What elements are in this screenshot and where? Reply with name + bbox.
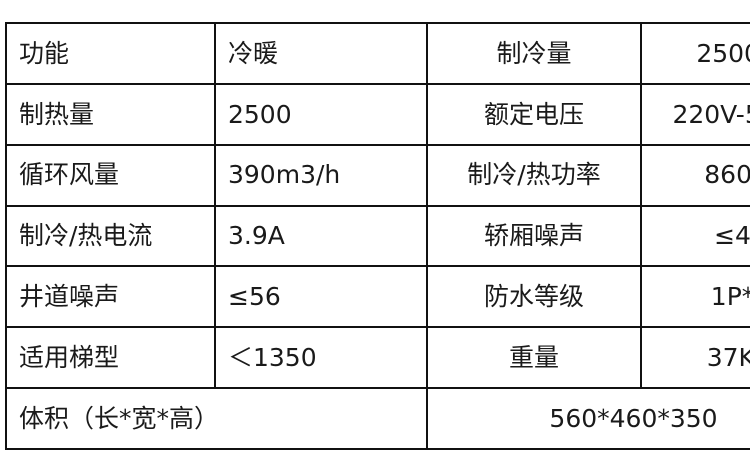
volume-value-cell: 560*460*350 bbox=[426, 387, 750, 450]
spec-label-cell: 制冷/热功率 bbox=[426, 143, 642, 207]
spec-value-cell: 220V-50Hz bbox=[640, 82, 750, 146]
spec-value-cell: 37KG bbox=[640, 326, 750, 390]
spec-label-cell: 重量 bbox=[426, 326, 642, 390]
specification-table-container: 功能 冷暖 制冷量 2500W 制热量 2500 额定电压 220V-50Hz … bbox=[5, 22, 750, 450]
spec-label-cell: 井道噪声 bbox=[5, 265, 216, 329]
spec-value-cell: 2500 bbox=[214, 82, 428, 146]
table-body: 功能 冷暖 制冷量 2500W 制热量 2500 额定电压 220V-50Hz … bbox=[5, 22, 750, 450]
table-row: 适用梯型 ＜1350 重量 37KG bbox=[5, 326, 750, 390]
spec-label-cell: 功能 bbox=[5, 22, 216, 85]
table-row: 循环风量 390m3/h 制冷/热功率 860W bbox=[5, 143, 750, 207]
spec-label-cell: 额定电压 bbox=[426, 82, 642, 146]
spec-value-cell: 3.9A bbox=[214, 204, 428, 268]
spec-value-cell: 冷暖 bbox=[214, 22, 428, 85]
spec-label-cell: 适用梯型 bbox=[5, 326, 216, 390]
spec-label-cell: 制热量 bbox=[5, 82, 216, 146]
spec-value-cell: ≤49 bbox=[640, 204, 750, 268]
spec-value-cell: 1P*4 bbox=[640, 265, 750, 329]
table-row: 井道噪声 ≤56 防水等级 1P*4 bbox=[5, 265, 750, 329]
spec-label-cell: 防水等级 bbox=[426, 265, 642, 329]
specification-table: 功能 冷暖 制冷量 2500W 制热量 2500 额定电压 220V-50Hz … bbox=[5, 22, 750, 450]
spec-value-cell: ＜1350 bbox=[214, 326, 428, 390]
table-row: 制冷/热电流 3.9A 轿厢噪声 ≤49 bbox=[5, 204, 750, 268]
table-row-footer: 体积（长*宽*高） 560*460*350 bbox=[5, 387, 750, 450]
volume-label-cell: 体积（长*宽*高） bbox=[5, 387, 428, 450]
table-row: 功能 冷暖 制冷量 2500W bbox=[5, 22, 750, 85]
spec-value-cell: ≤56 bbox=[214, 265, 428, 329]
spec-value-cell: 860W bbox=[640, 143, 750, 207]
spec-value-cell: 2500W bbox=[640, 22, 750, 85]
spec-label-cell: 循环风量 bbox=[5, 143, 216, 207]
table-row: 制热量 2500 额定电压 220V-50Hz bbox=[5, 82, 750, 146]
spec-label-cell: 制冷/热电流 bbox=[5, 204, 216, 268]
spec-value-cell: 390m3/h bbox=[214, 143, 428, 207]
spec-label-cell: 制冷量 bbox=[426, 22, 642, 85]
spec-label-cell: 轿厢噪声 bbox=[426, 204, 642, 268]
